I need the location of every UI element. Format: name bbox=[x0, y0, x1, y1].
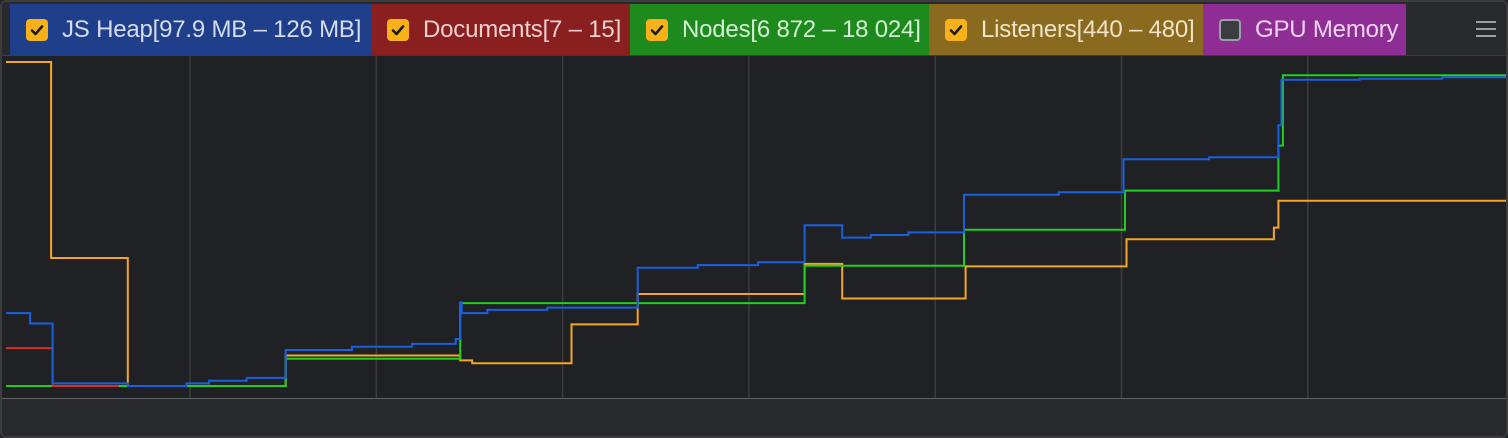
checkbox-checked-icon[interactable] bbox=[26, 18, 48, 41]
legend-item-js-heap[interactable]: JS Heap[97.9 MB – 126 MB] bbox=[10, 4, 371, 55]
legend-item-gpu-memory[interactable]: GPU Memory bbox=[1203, 4, 1406, 55]
checkmark-icon bbox=[650, 24, 664, 35]
checkbox-checked-icon[interactable] bbox=[387, 18, 409, 41]
checkbox-unchecked-icon[interactable] bbox=[1219, 18, 1241, 41]
legend-bar: JS Heap[97.9 MB – 126 MB] Documents[7 – … bbox=[2, 2, 1506, 56]
legend-label-listeners: Listeners[440 – 480] bbox=[981, 15, 1195, 43]
legend-label-nodes: Nodes[6 872 – 18 024] bbox=[682, 15, 921, 43]
checkmark-icon bbox=[391, 24, 405, 35]
legend-item-documents[interactable]: Documents[7 – 15] bbox=[371, 4, 630, 55]
legend-label-js-heap: JS Heap[97.9 MB – 126 MB] bbox=[62, 15, 362, 43]
chart-series bbox=[6, 61, 1506, 387]
chart-grid bbox=[189, 56, 1309, 398]
memory-chart bbox=[6, 56, 1506, 398]
legend-item-nodes[interactable]: Nodes[6 872 – 18 024] bbox=[630, 4, 929, 55]
hamburger-menu-icon[interactable] bbox=[1474, 16, 1498, 42]
series-line-documents bbox=[6, 347, 119, 387]
checkmark-icon bbox=[30, 24, 44, 35]
checkbox-checked-icon[interactable] bbox=[646, 18, 668, 41]
series-line-nodes bbox=[6, 74, 1506, 387]
legend-label-gpu-memory: GPU Memory bbox=[1255, 15, 1399, 43]
checkmark-icon bbox=[949, 24, 963, 35]
legend-label-documents: Documents[7 – 15] bbox=[423, 15, 622, 43]
timeline-footer bbox=[2, 398, 1506, 436]
checkbox-checked-icon[interactable] bbox=[945, 18, 967, 41]
series-line-js-heap bbox=[6, 76, 1506, 387]
legend-item-listeners[interactable]: Listeners[440 – 480] bbox=[929, 4, 1203, 55]
